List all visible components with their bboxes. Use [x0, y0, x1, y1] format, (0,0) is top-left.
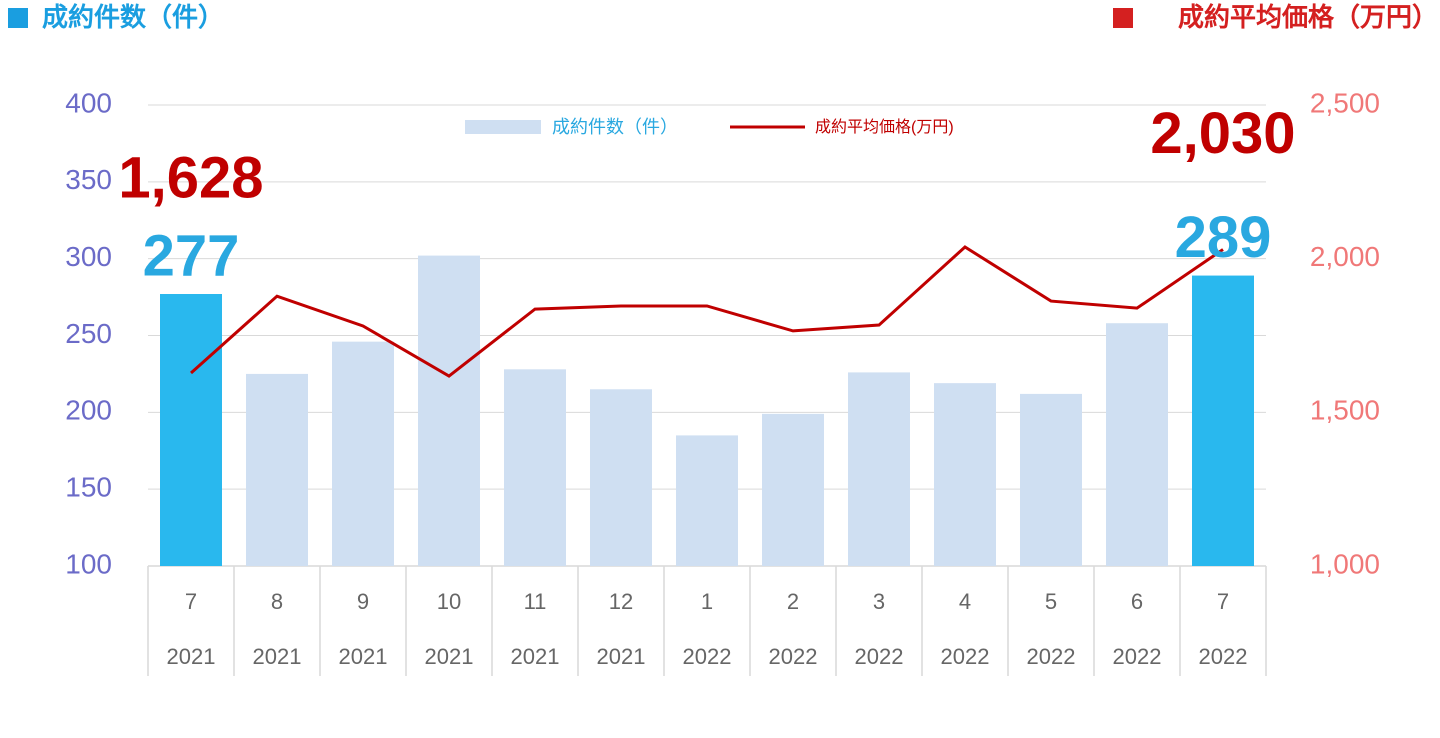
x-tick-label: 9 — [357, 589, 369, 614]
x-year-label: 2022 — [1199, 644, 1248, 669]
line-value-label: 2,030 — [1150, 101, 1295, 166]
y-tick-label: 100 — [65, 548, 112, 579]
bar — [676, 435, 738, 566]
x-year-label: 2022 — [683, 644, 732, 669]
bar — [160, 294, 222, 566]
y2-tick-label: 2,500 — [1310, 87, 1380, 118]
bar — [504, 369, 566, 566]
y-tick-label: 200 — [65, 395, 112, 426]
left-axis-title: 成約件数（件） — [42, 2, 224, 32]
x-year-label: 2021 — [511, 644, 560, 669]
bar — [1192, 275, 1254, 566]
x-year-label: 2022 — [855, 644, 904, 669]
x-tick-label: 3 — [873, 589, 885, 614]
x-tick-label: 5 — [1045, 589, 1057, 614]
legend-swatch — [465, 120, 541, 134]
y-tick-label: 250 — [65, 318, 112, 349]
x-year-label: 2021 — [425, 644, 474, 669]
y-tick-label: 150 — [65, 472, 112, 503]
x-tick-label: 7 — [1217, 589, 1229, 614]
x-year-label: 2022 — [1113, 644, 1162, 669]
bar — [332, 341, 394, 566]
y2-tick-label: 1,000 — [1310, 548, 1380, 579]
x-year-label: 2021 — [253, 644, 302, 669]
bar — [418, 255, 480, 567]
x-year-label: 2021 — [167, 644, 216, 669]
y2-tick-label: 2,000 — [1310, 241, 1380, 272]
x-tick-label: 11 — [524, 589, 547, 614]
y-tick-label: 350 — [65, 164, 112, 195]
x-year-label: 2022 — [769, 644, 818, 669]
x-tick-label: 4 — [959, 589, 971, 614]
left-title-square — [8, 8, 28, 28]
x-tick-label: 1 — [701, 589, 713, 614]
x-year-label: 2021 — [597, 644, 646, 669]
bar — [246, 373, 308, 566]
x-tick-label: 6 — [1131, 589, 1143, 614]
y-tick-label: 300 — [65, 241, 112, 272]
x-tick-label: 2 — [787, 589, 799, 614]
x-tick-label: 7 — [185, 589, 197, 614]
legend-label: 成約件数（件） — [552, 117, 678, 137]
x-year-label: 2021 — [339, 644, 388, 669]
bar — [1020, 393, 1082, 566]
bar — [1106, 323, 1168, 566]
x-tick-label: 8 — [271, 589, 283, 614]
y-tick-label: 400 — [65, 87, 112, 118]
y2-tick-label: 1,500 — [1310, 395, 1380, 426]
bar — [762, 413, 824, 566]
bar — [934, 383, 996, 566]
x-year-label: 2022 — [941, 644, 990, 669]
x-tick-label: 10 — [437, 589, 461, 614]
line-value-label: 1,628 — [118, 145, 263, 210]
right-axis-title: 成約平均価格（万円） — [1178, 2, 1438, 32]
x-tick-label: 12 — [609, 589, 633, 614]
bar — [848, 372, 910, 566]
legend-label: 成約平均価格(万円) — [815, 118, 954, 136]
bar — [590, 389, 652, 566]
bar-value-label: 277 — [143, 223, 240, 288]
bar-value-label: 289 — [1175, 205, 1272, 270]
line — [190, 245, 1224, 378]
x-year-label: 2022 — [1027, 644, 1076, 669]
right-title-square — [1113, 8, 1133, 28]
